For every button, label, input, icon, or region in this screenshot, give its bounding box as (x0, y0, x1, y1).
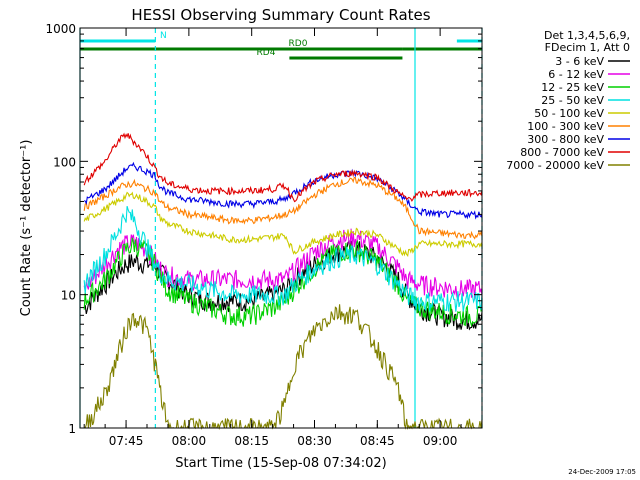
x-tick-label: 08:00 (172, 434, 207, 448)
legend-header-line-2: FDecim 1, Att 0 (545, 41, 630, 54)
series-line (83, 191, 483, 257)
y-tick-label: 1 (68, 422, 76, 436)
y-tick-label: 10 (61, 289, 76, 303)
y-axis-label: Count Rate (s⁻¹ detector⁻¹) (19, 140, 34, 317)
legend-header-line-1: Det 1,3,4,5,6,9, (544, 29, 630, 42)
y-tick-label: 100 (53, 155, 76, 169)
axes: 07:45 08:00 08:15 08:30 08:45 09:00 1 10 100 1000 (45, 22, 482, 448)
legend-label: 100 - 300 keV (527, 120, 604, 133)
x-tick-label: 07:45 (109, 434, 144, 448)
flag-label: RD0 (289, 39, 308, 49)
instrument-flags: N RD0 RD4 (80, 31, 482, 60)
series-line (84, 304, 483, 431)
x-tick-label: 09:00 (423, 434, 458, 448)
x-tick-label: 08:15 (234, 434, 269, 448)
flag-label: N (160, 31, 167, 41)
y-tick-label: 1000 (45, 22, 76, 36)
legend-label: 50 - 100 keV (534, 107, 604, 120)
x-axis-label: Start Time (15-Sep-08 07:34:02) (175, 456, 386, 471)
series-line (83, 132, 483, 203)
legend-label: 25 - 50 keV (541, 94, 604, 107)
series-line (83, 228, 483, 302)
series-line (83, 161, 483, 220)
legend-label: 3 - 6 keV (555, 55, 604, 68)
legend-label: 7000 - 20000 keV (506, 159, 604, 172)
flag-label: RD4 (257, 48, 276, 58)
x-tick-label: 08:45 (360, 434, 395, 448)
legend-label: 6 - 12 keV (548, 68, 604, 81)
legend-label: 12 - 25 keV (541, 81, 604, 94)
series-line (83, 205, 483, 312)
chart-title: HESSI Observing Summary Count Rates (131, 6, 430, 24)
series-layer (83, 132, 483, 431)
legend: Det 1,3,4,5,6,9, FDecim 1, Att 0 3 - 6 k… (506, 29, 630, 172)
footer-date: 24-Dec-2009 17:05 (568, 468, 636, 476)
legend-label: 300 - 800 keV (527, 133, 604, 146)
x-tick-label: 08:30 (297, 434, 332, 448)
plot-frame (79, 27, 483, 429)
legend-label: 800 - 7000 keV (520, 146, 604, 159)
series-line (83, 176, 483, 240)
